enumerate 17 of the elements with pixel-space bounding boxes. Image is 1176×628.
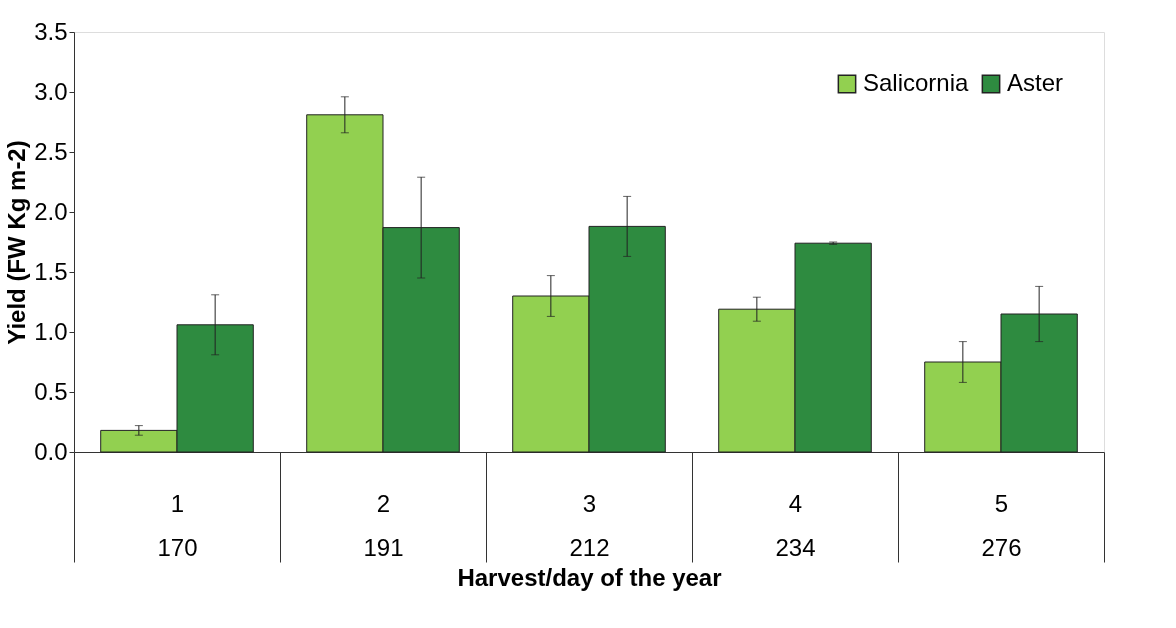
x-tick-label: 5 276 [981, 489, 1022, 561]
x-tick-label: 1 170 [157, 489, 198, 561]
y-tick-label: 1.5 [34, 257, 68, 285]
x-tick-label: 2 191 [363, 489, 404, 561]
x-tick-label: 3 212 [569, 489, 610, 561]
x-axis-title: Harvest/day of the year [457, 564, 722, 591]
y-tick-label: 3.5 [34, 17, 68, 45]
y-tick-label: 1.0 [34, 317, 68, 345]
x-tick-label: 4 234 [775, 489, 816, 561]
y-tick-label: 2.5 [34, 137, 68, 165]
y-tick-label: 3.0 [34, 77, 68, 105]
legend-label: Salicornia [863, 69, 970, 96]
y-tick-label: 0.5 [34, 377, 68, 405]
y-tick-label: 0.0 [34, 437, 68, 465]
y-tick-label: 2.0 [34, 197, 68, 225]
legend-label: Aster [1007, 69, 1064, 96]
y-axis-title: Yield (FW Kg m-2) [3, 140, 31, 345]
